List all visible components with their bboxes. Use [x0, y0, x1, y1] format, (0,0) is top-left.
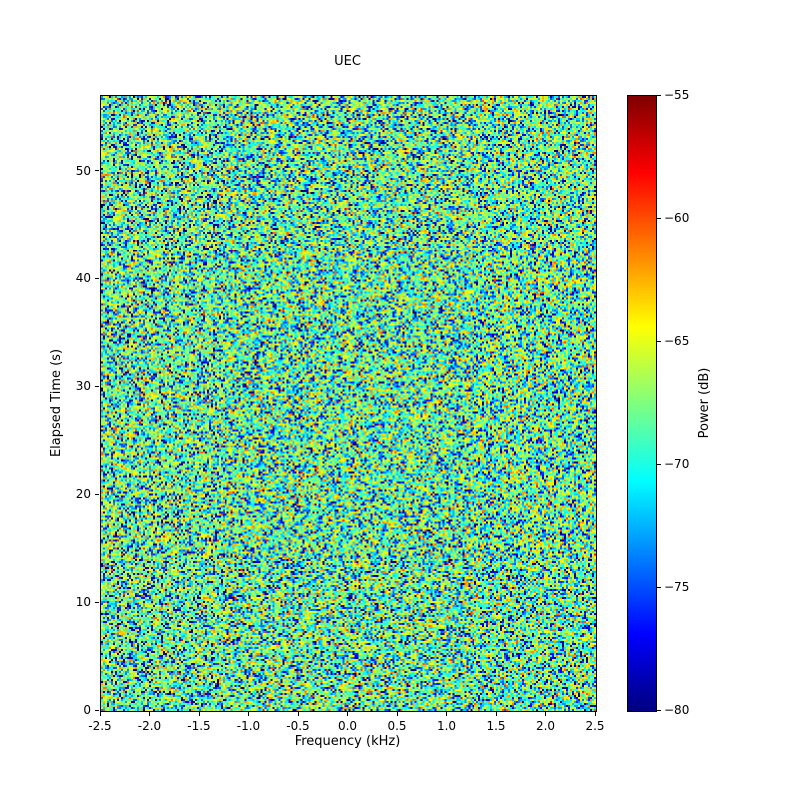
colorbar-tick-label: −65	[664, 334, 690, 348]
x-tick-mark	[545, 712, 546, 716]
x-tick-label: -2.0	[137, 719, 162, 733]
colorbar-tick-mark	[657, 586, 661, 588]
x-tick-label: -1.5	[187, 719, 211, 733]
x-tick-label: 1.0	[436, 719, 457, 733]
y-tick-mark	[95, 277, 99, 279]
x-tick-label: -0.5	[286, 719, 310, 733]
plot-area	[100, 95, 597, 712]
y-tick-label: 30	[75, 379, 91, 394]
colorbar-tick-label: −55	[664, 88, 690, 102]
x-tick-mark	[149, 712, 150, 716]
y-axis-label: Elapsed Time (s)	[49, 348, 64, 458]
colorbar-tick-mark	[657, 340, 661, 342]
x-tick-mark	[396, 712, 398, 716]
x-tick-mark	[297, 712, 299, 716]
y-tick-mark	[95, 601, 99, 603]
colorbar-tick-mark	[657, 217, 661, 219]
colorbar-tick-label: −60	[664, 211, 690, 225]
x-tick-label: -1.0	[236, 719, 261, 733]
y-tick-mark	[95, 385, 99, 387]
spectrogram-canvas	[101, 96, 596, 711]
x-tick-mark	[347, 712, 348, 716]
y-tick-mark	[95, 709, 99, 711]
x-tick-label: -2.5	[88, 719, 112, 733]
x-tick-mark	[446, 712, 447, 716]
y-tick-label: 50	[75, 163, 91, 178]
y-tick-label: 40	[75, 271, 91, 286]
y-tick-label: 20	[75, 487, 91, 502]
x-tick-label: 2.0	[535, 719, 556, 733]
x-axis-label: Frequency (kHz)	[294, 734, 401, 749]
colorbar-tick-mark	[657, 94, 661, 96]
colorbar-tick-mark	[657, 709, 661, 711]
x-tick-label: 0.0	[337, 719, 358, 733]
y-tick-mark	[95, 170, 99, 172]
colorbar-label: Power (dB)	[697, 367, 712, 439]
colorbar-tick-label: −80	[664, 703, 690, 717]
x-tick-mark	[495, 712, 497, 716]
title-line-uec: UEC	[334, 54, 361, 69]
x-tick-mark	[198, 712, 200, 716]
colorbar-gradient	[628, 96, 656, 711]
colorbar-tick-label: −75	[664, 580, 690, 594]
x-tick-mark	[248, 712, 249, 716]
y-tick-mark	[95, 493, 99, 495]
y-tick-label: 10	[75, 595, 91, 610]
x-tick-label: 2.5	[585, 719, 605, 733]
colorbar-tick-mark	[657, 463, 661, 465]
x-tick-label: 1.5	[486, 719, 506, 733]
colorbar	[627, 95, 657, 712]
x-tick-mark	[99, 712, 101, 716]
x-tick-label: 0.5	[387, 719, 407, 733]
y-tick-label: 0	[83, 703, 91, 717]
x-tick-mark	[594, 712, 596, 716]
colorbar-tick-label: −70	[664, 457, 690, 471]
